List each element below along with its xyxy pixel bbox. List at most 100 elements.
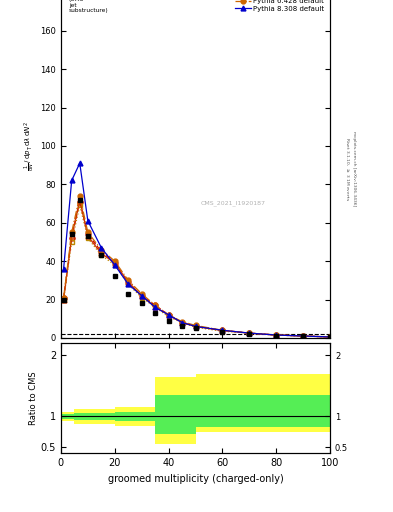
Pythia 6.428 346 [112, 262, 117, 268]
Pythia 6.428 370 [328, 334, 332, 340]
CMS [180, 324, 184, 330]
Pythia 6.428 345 [274, 332, 279, 338]
Pythia 6.428 default [328, 334, 332, 340]
Pythia 6.428 345 [153, 302, 158, 308]
Pythia 6.428 default [247, 330, 252, 336]
Pythia 6.428 345 [180, 319, 184, 326]
Pythia 6.428 346 [77, 202, 82, 208]
Pythia 8.308 default [180, 319, 184, 326]
Line: Pythia 6.428 345: Pythia 6.428 345 [61, 199, 332, 339]
Pythia 6.428 default [301, 333, 306, 339]
Pythia 6.428 345 [77, 199, 82, 205]
Pythia 8.308 default [112, 262, 117, 268]
Pythia 6.428 370 [220, 328, 225, 334]
Pythia 6.428 370 [61, 296, 66, 303]
Pythia 6.428 346 [274, 332, 279, 338]
CMS [86, 233, 90, 239]
CMS [193, 325, 198, 331]
Line: Pythia 8.308 default: Pythia 8.308 default [61, 161, 332, 339]
Pythia 6.428 default [274, 332, 279, 338]
Pythia 6.428 345 [193, 324, 198, 330]
Pythia 6.428 default [193, 323, 198, 329]
Legend: CMS, Pythia 6.428 345, Pythia 6.428 346, Pythia 6.428 370, Pythia 6.428 default,: CMS, Pythia 6.428 345, Pythia 6.428 346,… [233, 0, 327, 14]
Pythia 6.428 346 [61, 296, 66, 303]
Line: Pythia 6.428 346: Pythia 6.428 346 [61, 203, 332, 339]
CMS [166, 317, 171, 324]
CMS [77, 197, 82, 203]
CMS [140, 300, 144, 306]
Pythia 6.428 346 [153, 304, 158, 310]
Pythia 8.308 default [69, 178, 74, 184]
Pythia 8.308 default [77, 160, 82, 166]
CMS [112, 273, 117, 280]
CMS [301, 333, 306, 339]
Pythia 6.428 default [140, 291, 144, 297]
Pythia 6.428 default [86, 229, 90, 236]
Pythia 6.428 default [77, 193, 82, 199]
Pythia 6.428 default [126, 278, 130, 284]
Pythia 6.428 345 [220, 327, 225, 333]
CMS [274, 333, 279, 339]
Pythia 6.428 default [112, 258, 117, 264]
Pythia 8.308 default [126, 281, 130, 287]
Y-axis label: $\frac{1}{\mathrm{d}N}\,/\,\mathrm{d}p_\mathrm{T}\,\mathrm{d}\lambda\,\mathrm{d}: $\frac{1}{\mathrm{d}N}\,/\,\mathrm{d}p_\… [23, 121, 37, 171]
CMS [328, 334, 332, 340]
Pythia 6.428 370 [77, 197, 82, 203]
Pythia 6.428 346 [193, 324, 198, 330]
Pythia 8.308 default [220, 327, 225, 333]
Line: Pythia 6.428 370: Pythia 6.428 370 [61, 197, 332, 339]
Pythia 6.428 345 [99, 248, 104, 254]
Pythia 6.428 346 [301, 333, 306, 339]
Pythia 6.428 default [69, 229, 74, 236]
Pythia 8.308 default [166, 312, 171, 318]
Pythia 6.428 346 [247, 330, 252, 336]
CMS [99, 252, 104, 259]
CMS [126, 291, 130, 297]
CMS [220, 329, 225, 335]
Pythia 8.308 default [153, 304, 158, 310]
Pythia 6.428 345 [112, 260, 117, 266]
Pythia 6.428 345 [328, 334, 332, 340]
Pythia 6.428 370 [153, 304, 158, 310]
Pythia 6.428 346 [140, 294, 144, 301]
Pythia 8.308 default [140, 293, 144, 299]
Pythia 6.428 345 [86, 231, 90, 238]
Pythia 6.428 345 [301, 333, 306, 339]
Y-axis label: Ratio to CMS: Ratio to CMS [29, 371, 38, 425]
Pythia 6.428 345 [69, 235, 74, 241]
Text: mcplots.cern.ch [arXiv:1306.3436]: mcplots.cern.ch [arXiv:1306.3436] [352, 132, 356, 206]
Pythia 6.428 345 [61, 294, 66, 301]
Pythia 6.428 default [153, 302, 158, 308]
Pythia 6.428 370 [193, 324, 198, 330]
Pythia 8.308 default [328, 334, 332, 340]
Text: CMS_2021_I1920187: CMS_2021_I1920187 [201, 201, 266, 206]
Pythia 6.428 370 [166, 312, 171, 318]
Text: Rivet 3.1.10, $\geq$ 3.1M events: Rivet 3.1.10, $\geq$ 3.1M events [344, 137, 351, 201]
Pythia 6.428 345 [166, 312, 171, 318]
Pythia 6.428 default [166, 312, 171, 318]
Pythia 6.428 346 [69, 239, 74, 245]
Pythia 6.428 370 [86, 233, 90, 239]
Pythia 8.308 default [61, 266, 66, 272]
CMS [69, 231, 74, 238]
Pythia 6.428 default [99, 247, 104, 253]
CMS [153, 310, 158, 316]
Pythia 6.428 370 [126, 279, 130, 285]
Pythia 6.428 346 [126, 281, 130, 287]
Pythia 6.428 346 [180, 319, 184, 326]
Pythia 6.428 346 [328, 334, 332, 340]
Pythia 8.308 default [193, 324, 198, 330]
Pythia 6.428 default [180, 318, 184, 325]
Pythia 6.428 370 [99, 250, 104, 257]
Pythia 6.428 346 [166, 314, 171, 320]
Pythia 8.308 default [86, 218, 90, 224]
Line: Pythia 6.428 default: Pythia 6.428 default [61, 194, 332, 339]
X-axis label: groomed multiplicity (charged-only): groomed multiplicity (charged-only) [108, 474, 283, 483]
Pythia 6.428 370 [69, 233, 74, 239]
Pythia 6.428 default [220, 327, 225, 333]
Pythia 6.428 370 [180, 319, 184, 326]
Pythia 6.428 370 [274, 332, 279, 338]
Pythia 8.308 default [301, 333, 306, 339]
CMS [61, 296, 66, 303]
Pythia 6.428 370 [301, 333, 306, 339]
